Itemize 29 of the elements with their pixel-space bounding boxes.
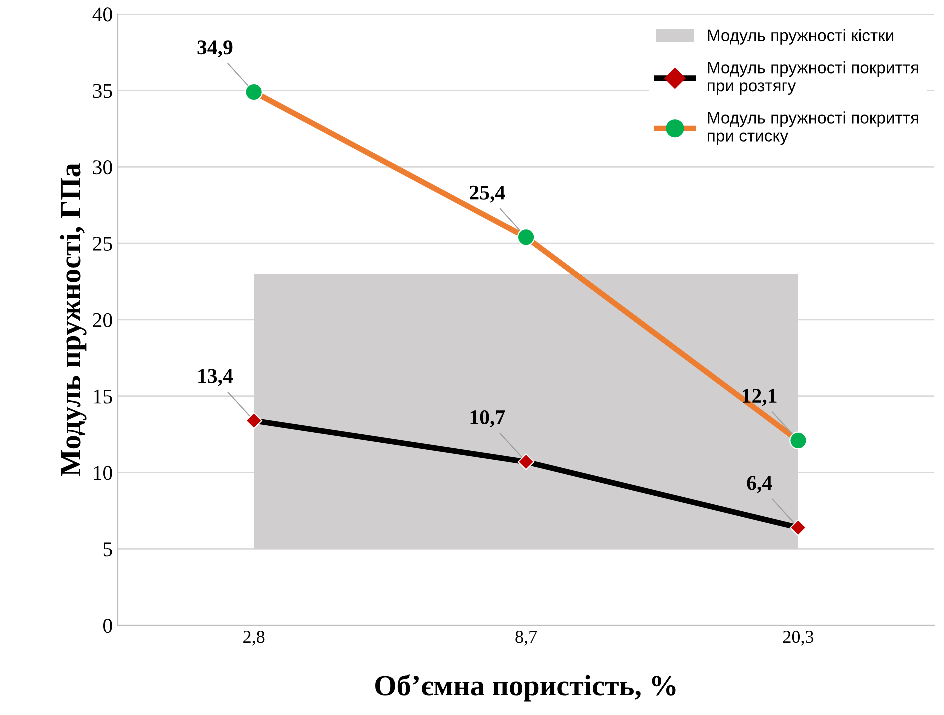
point [246,412,263,430]
y-tick-label: 15 [94,390,112,404]
data-label: 6,4 [747,476,772,494]
y-tick-label: 20 [93,313,112,328]
point [518,454,535,471]
y-tick-label: 30 [93,160,112,175]
data-label: 13,4 [198,369,234,386]
legend-label: Модуль пружності покриття при розтягу [708,62,918,95]
data-label: 25,4 [470,186,506,203]
legend-label: Модуль пружності кістки [708,29,894,45]
y-tick-label: 5 [104,542,112,557]
point [245,83,263,102]
point [790,519,807,536]
y-tick-label: 35 [93,84,112,98]
y-tick-label: 25 [93,236,112,251]
data-label: 34,9 [198,40,233,58]
data-label: 12,1 [743,389,777,406]
x-tick-label: 8,7 [516,631,538,646]
point [790,432,808,450]
legend-label: Модуль пружності покриття при стиску [708,112,918,146]
x-axis-title: Об’ємна пористість, % [376,674,676,702]
y-axis-title: Модуль пружності, ГПа [60,164,87,476]
y-tick-label: 10 [94,466,112,480]
x-tick-label: 20,3 [783,631,814,646]
y-tick-label: 40 [92,8,112,22]
x-tick-label: 2,8 [244,631,265,646]
y-tick-label: 0 [104,619,112,634]
data-label: 10,7 [470,410,506,428]
point [517,228,536,246]
